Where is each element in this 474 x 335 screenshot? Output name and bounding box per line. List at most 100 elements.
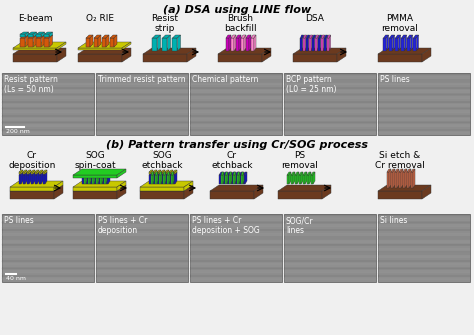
Polygon shape [165, 172, 166, 184]
Polygon shape [254, 185, 263, 199]
Bar [284, 73, 376, 135]
Text: Resist
strip: Resist strip [152, 14, 179, 34]
Polygon shape [316, 35, 319, 38]
Polygon shape [122, 48, 131, 62]
Polygon shape [106, 172, 108, 174]
Polygon shape [161, 172, 165, 175]
Polygon shape [92, 170, 94, 174]
Polygon shape [173, 172, 175, 174]
Polygon shape [278, 185, 331, 191]
Polygon shape [149, 170, 153, 172]
Text: Resist pattern
(Ls = 50 nm): Resist pattern (Ls = 50 nm) [4, 75, 58, 94]
Polygon shape [27, 170, 31, 172]
Polygon shape [54, 185, 63, 199]
Polygon shape [45, 32, 53, 34]
Polygon shape [386, 35, 389, 51]
Polygon shape [39, 172, 41, 174]
Polygon shape [90, 35, 93, 47]
Polygon shape [104, 172, 107, 175]
Polygon shape [234, 35, 236, 51]
Polygon shape [171, 172, 173, 184]
Polygon shape [86, 38, 90, 47]
Polygon shape [239, 35, 241, 51]
Polygon shape [39, 170, 43, 172]
Polygon shape [303, 38, 306, 51]
Polygon shape [36, 38, 42, 47]
Polygon shape [237, 172, 240, 175]
Polygon shape [262, 48, 271, 62]
Polygon shape [378, 185, 431, 191]
Polygon shape [100, 175, 102, 184]
Polygon shape [310, 35, 312, 38]
Polygon shape [226, 35, 231, 38]
Polygon shape [100, 170, 102, 174]
Polygon shape [98, 172, 99, 184]
Polygon shape [84, 175, 86, 184]
Polygon shape [73, 185, 126, 191]
Polygon shape [153, 35, 161, 38]
Polygon shape [245, 172, 247, 184]
Polygon shape [161, 172, 162, 184]
Polygon shape [92, 172, 95, 175]
Polygon shape [42, 32, 45, 37]
Text: 200 nm: 200 nm [6, 129, 30, 134]
Polygon shape [165, 175, 167, 184]
Polygon shape [73, 181, 126, 187]
Text: SOG/Cr
lines: SOG/Cr lines [286, 216, 314, 236]
Polygon shape [173, 172, 174, 184]
Polygon shape [291, 172, 295, 175]
Polygon shape [29, 172, 31, 184]
Polygon shape [57, 42, 66, 50]
Polygon shape [94, 172, 96, 174]
Polygon shape [303, 35, 307, 38]
Polygon shape [31, 172, 33, 174]
Polygon shape [287, 175, 289, 184]
Polygon shape [19, 172, 21, 174]
Text: PS lines: PS lines [4, 216, 34, 225]
Polygon shape [117, 185, 126, 199]
Polygon shape [151, 172, 154, 175]
Polygon shape [78, 42, 131, 48]
Polygon shape [153, 172, 154, 184]
Polygon shape [293, 54, 337, 62]
Polygon shape [401, 35, 407, 38]
Polygon shape [49, 32, 53, 37]
Polygon shape [161, 172, 163, 174]
Polygon shape [243, 172, 244, 184]
Polygon shape [155, 170, 157, 174]
Polygon shape [35, 172, 39, 175]
Polygon shape [159, 172, 161, 184]
Polygon shape [108, 170, 110, 174]
Polygon shape [303, 175, 305, 184]
Polygon shape [167, 172, 170, 175]
Polygon shape [404, 35, 407, 51]
Polygon shape [110, 35, 117, 38]
Polygon shape [169, 175, 171, 184]
Polygon shape [327, 35, 328, 51]
Bar [96, 73, 188, 135]
Polygon shape [31, 172, 35, 175]
Polygon shape [407, 169, 411, 172]
Text: DSA: DSA [306, 14, 324, 23]
Polygon shape [117, 181, 126, 191]
Polygon shape [25, 172, 27, 184]
Polygon shape [165, 170, 169, 172]
Bar [378, 214, 470, 282]
Polygon shape [241, 172, 243, 184]
Polygon shape [408, 38, 410, 51]
Polygon shape [312, 35, 316, 38]
Polygon shape [10, 185, 63, 191]
Polygon shape [167, 175, 169, 184]
Text: E-beam: E-beam [18, 14, 52, 23]
Polygon shape [322, 185, 331, 199]
Polygon shape [399, 169, 403, 172]
Polygon shape [35, 175, 37, 184]
Polygon shape [159, 170, 161, 174]
Polygon shape [390, 35, 394, 38]
Polygon shape [278, 191, 322, 199]
Polygon shape [43, 172, 47, 175]
Polygon shape [319, 35, 321, 38]
Polygon shape [241, 175, 243, 184]
Polygon shape [167, 172, 169, 184]
Polygon shape [173, 35, 181, 38]
